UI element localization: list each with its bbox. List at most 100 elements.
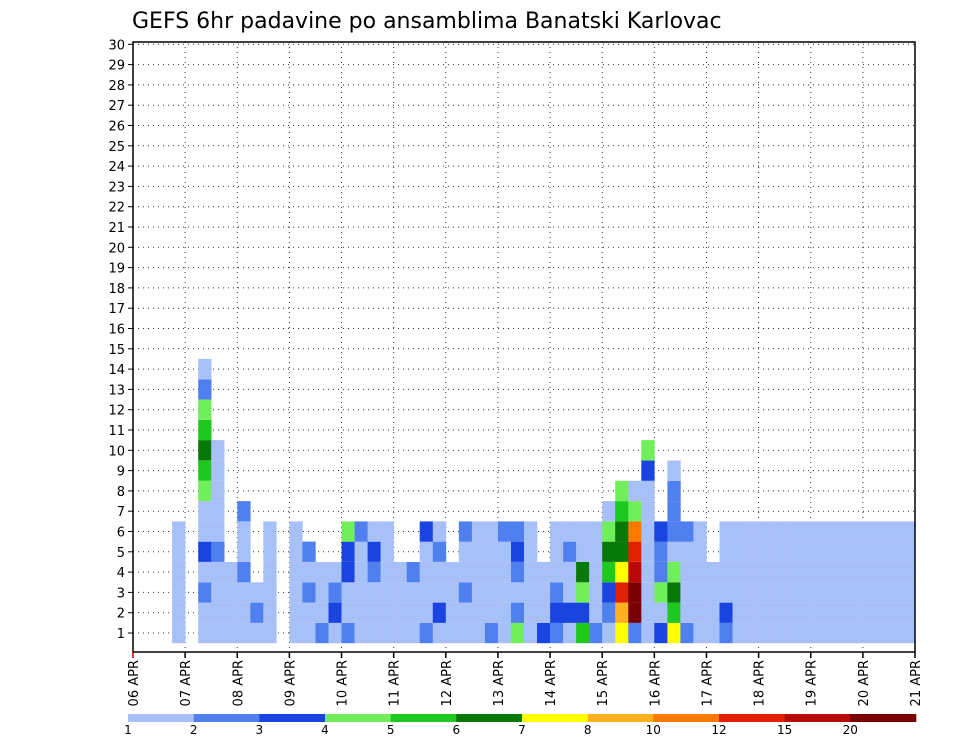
precip-cell xyxy=(641,440,655,461)
y-tick-label: 1 xyxy=(117,627,125,642)
precip-cell xyxy=(693,622,707,644)
precip-cell xyxy=(406,622,420,644)
precip-cell xyxy=(823,521,838,542)
precip-cell xyxy=(328,582,342,603)
precip-cell xyxy=(198,460,212,481)
precip-cell xyxy=(537,602,551,623)
precip-cell xyxy=(810,582,824,603)
legend-swatch xyxy=(784,714,851,722)
precip-cell xyxy=(406,602,420,623)
precip-cell xyxy=(693,521,707,542)
precip-cell xyxy=(458,521,473,542)
precip-cell xyxy=(237,501,251,522)
precip-cell xyxy=(745,541,759,562)
precip-cell xyxy=(680,602,694,623)
precip-cell xyxy=(563,622,577,644)
y-tick-label: 26 xyxy=(108,120,125,135)
precip-cell xyxy=(198,501,212,522)
precip-cell xyxy=(745,562,759,583)
precip-cell xyxy=(615,480,629,502)
precip-cell xyxy=(471,602,486,623)
precip-cell xyxy=(654,521,668,542)
precip-cell xyxy=(902,562,916,583)
y-tick-label: 6 xyxy=(117,526,125,541)
precip-cell xyxy=(589,622,603,644)
color-legend: 1 2 3 4 5 6 7 8 10 12 15 20 xyxy=(124,714,917,737)
precip-cell xyxy=(524,602,538,623)
precip-cell xyxy=(719,562,733,583)
y-tick-label: 7 xyxy=(117,505,125,520)
precip-cell xyxy=(589,602,603,623)
precip-cell xyxy=(224,622,238,644)
precip-cell xyxy=(458,562,473,583)
legend-swatch xyxy=(128,714,194,722)
precip-cell xyxy=(641,562,655,583)
precip-cell xyxy=(706,622,720,644)
legend-label: 8 xyxy=(584,723,592,737)
y-tick-label: 24 xyxy=(108,160,125,175)
precip-cell xyxy=(602,562,616,583)
precip-cell xyxy=(602,541,616,562)
grid-lines xyxy=(132,42,916,652)
precip-cell xyxy=(641,480,655,502)
precip-cell xyxy=(810,562,824,583)
precip-cell xyxy=(237,562,251,583)
precip-cell xyxy=(445,602,460,623)
precip-cell xyxy=(680,582,694,603)
precip-cell xyxy=(198,419,212,441)
precip-cell xyxy=(497,622,512,644)
legend-label: 5 xyxy=(387,723,395,737)
precip-cell xyxy=(302,602,316,623)
precip-cell xyxy=(576,602,590,623)
precip-cell xyxy=(198,480,212,502)
y-tick-label: 8 xyxy=(117,485,125,500)
legend-swatch xyxy=(522,714,588,722)
y-tick-label: 30 xyxy=(108,38,125,53)
precip-cell xyxy=(849,521,864,542)
precip-cell xyxy=(263,622,277,644)
precip-cell xyxy=(615,582,629,603)
precip-cell xyxy=(797,622,811,644)
y-tick-label: 25 xyxy=(108,140,125,155)
precip-cell xyxy=(263,602,277,623)
precip-cell xyxy=(797,521,811,542)
precip-cell xyxy=(224,602,238,623)
precip-cell xyxy=(602,521,616,542)
precip-cell xyxy=(198,622,212,644)
x-tick-label: 09 APR xyxy=(283,660,298,706)
precip-cell xyxy=(237,622,251,644)
precip-cell xyxy=(862,521,877,542)
precip-cell xyxy=(667,622,681,644)
precip-cell xyxy=(302,541,316,562)
precip-cell xyxy=(537,582,551,603)
precip-cell xyxy=(315,562,329,583)
precip-cell xyxy=(289,521,303,542)
precip-cell xyxy=(667,521,681,542)
precip-cell xyxy=(810,521,824,542)
precip-cell xyxy=(341,582,355,603)
precip-cell xyxy=(823,622,838,644)
precip-cell xyxy=(497,521,512,542)
legend-label: 3 xyxy=(255,723,263,737)
precip-cell xyxy=(758,562,772,583)
precip-cell xyxy=(445,582,460,603)
precip-cell xyxy=(849,541,864,562)
precip-cell xyxy=(367,622,381,644)
precip-cell xyxy=(615,622,629,644)
precip-cell xyxy=(289,602,303,623)
precip-cell xyxy=(341,521,355,542)
y-tick-label: 12 xyxy=(108,404,125,419)
precip-cell xyxy=(550,541,564,562)
precip-cell xyxy=(836,622,851,644)
precip-cell xyxy=(380,582,394,603)
precip-cell xyxy=(198,440,212,461)
precip-cell xyxy=(628,521,642,542)
x-tick-label: 21 APR xyxy=(909,660,924,706)
precip-cell xyxy=(628,541,642,562)
precip-cell xyxy=(576,521,590,542)
y-tick-label: 5 xyxy=(117,546,125,561)
precip-cell xyxy=(484,541,499,562)
precip-cell xyxy=(849,562,864,583)
precip-cell xyxy=(680,622,694,644)
precip-cell xyxy=(641,460,655,481)
